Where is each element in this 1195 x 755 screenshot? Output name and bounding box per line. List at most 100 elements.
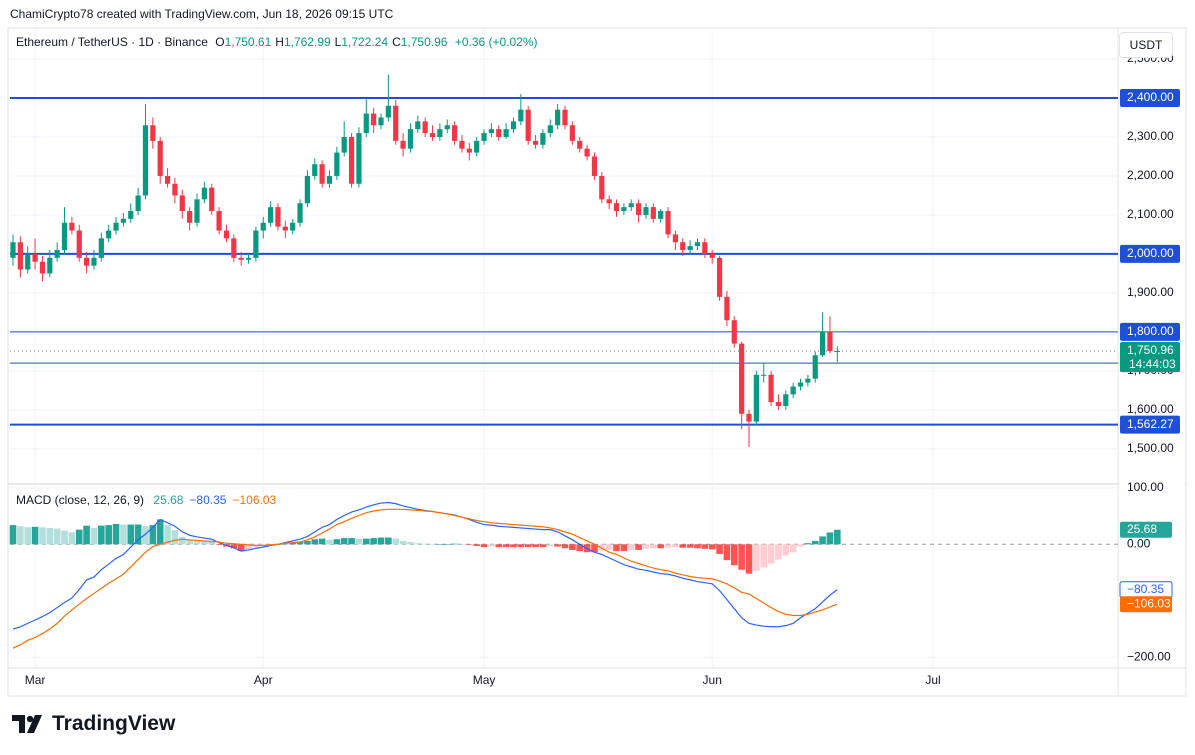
candle-body — [363, 113, 369, 134]
macd-histogram-bar — [797, 544, 804, 547]
macd-title: MACD (close, 12, 26, 9) — [16, 493, 145, 507]
candle-body — [496, 129, 502, 137]
macd-histogram-bar — [598, 544, 606, 551]
ohlc-values: O1,750.61 H1,762.99 L1,722.24 C1,750.96 — [211, 35, 447, 49]
macd-line — [12, 501, 838, 630]
candle-body — [223, 230, 230, 239]
credit: ChamiCrypto78 created with TradingView.c… — [10, 7, 394, 21]
macd-histogram-bar — [399, 540, 407, 545]
candle-body — [650, 207, 656, 219]
level-label-box — [1120, 244, 1180, 263]
macd-histogram-bar — [804, 543, 812, 545]
macd-histogram-bar — [17, 526, 24, 545]
macd-histogram-bar — [716, 544, 723, 554]
candle-body — [422, 121, 428, 134]
macd-histogram-bar — [738, 544, 745, 570]
macd-histogram-bar — [370, 538, 377, 545]
macd-value-label: −80.35 — [1127, 582, 1164, 596]
macd-histogram-bar — [208, 542, 216, 545]
y-tick-label: 100.00 — [1127, 480, 1164, 494]
symbol-title: Ethereum / TetherUS · 1D · Binance — [16, 35, 208, 49]
chart-frame — [7, 27, 1187, 697]
macd-histogram-bar — [767, 544, 775, 564]
candle-body — [724, 296, 730, 321]
candle-body — [481, 133, 487, 141]
macd-histogram-bar — [414, 543, 422, 545]
candle-body — [150, 125, 156, 141]
macd-histogram-bar — [650, 544, 657, 549]
macd-histogram-bar — [657, 544, 664, 549]
x-tick-label: Apr — [254, 673, 273, 687]
candle-body — [187, 211, 193, 223]
candle-body — [474, 140, 480, 153]
candle-body — [142, 125, 149, 196]
candle-body — [326, 175, 333, 184]
macd-histogram-bar — [443, 544, 451, 545]
candle-body — [238, 257, 244, 260]
macd-histogram-bar — [98, 525, 105, 545]
candle-body — [348, 136, 355, 184]
candle-body — [415, 121, 421, 130]
brand-logo[interactable]: TradingView — [12, 712, 175, 736]
macd-histogram-bar — [120, 524, 127, 545]
macd-histogram-bar — [524, 544, 532, 548]
ohlc-value: 1,762.99 — [283, 35, 331, 49]
currency-button[interactable]: USDT — [1119, 32, 1173, 58]
candle-body — [805, 378, 811, 383]
macd-histogram-bar — [201, 541, 208, 545]
candle-body — [253, 230, 259, 258]
candle-body — [76, 230, 82, 258]
macd-histogram-bar — [385, 537, 392, 545]
level-label: 2,400.00 — [1127, 90, 1174, 104]
candle-body — [54, 250, 60, 258]
macd-histogram-bar — [488, 544, 495, 547]
candle-body — [194, 199, 200, 223]
candle-body — [510, 121, 517, 130]
candle-body — [525, 109, 531, 141]
ohlc-key: H — [275, 35, 284, 49]
macd-histogram-bar — [723, 544, 731, 561]
candle-body — [407, 129, 414, 149]
y-tick-label: 2,100.00 — [1127, 207, 1174, 221]
candle-body — [488, 129, 494, 134]
candle-body — [400, 140, 406, 149]
macd-histogram-bar — [811, 540, 819, 545]
candle-body — [820, 331, 826, 356]
macd-histogram-bar — [642, 544, 650, 549]
macd-histogram-bar — [745, 544, 753, 574]
macd-histogram-bar — [149, 525, 157, 545]
macd-line — [12, 508, 838, 649]
macd-histogram-bar — [672, 544, 679, 548]
macd-histogram-bar — [282, 543, 289, 545]
candle-body — [569, 125, 575, 141]
x-tick-label: May — [473, 673, 496, 687]
macd-histogram-bar — [171, 530, 179, 545]
candle-body — [356, 133, 362, 184]
candle-body — [768, 374, 774, 403]
candle-body — [503, 129, 509, 137]
ohlc-key: L — [334, 35, 342, 49]
candle-body — [172, 183, 178, 196]
level-label: 1,800.00 — [1127, 324, 1174, 338]
macd-histogram-bar — [576, 544, 584, 552]
candle-body — [628, 203, 634, 208]
countdown-label: 14:44:03 — [1129, 357, 1176, 371]
macd-histogram-bar — [193, 540, 201, 545]
macd-histogram-bar — [31, 526, 39, 545]
macd-histogram-bar — [156, 519, 164, 545]
candle-body — [731, 320, 737, 344]
level-label: 2,000.00 — [1127, 246, 1174, 260]
y-tick-label: −200.00 — [1127, 649, 1171, 663]
macd-histogram-bar — [296, 541, 304, 545]
macd-histogram-bar — [39, 527, 46, 545]
brand-icon — [12, 715, 42, 733]
candle-body — [775, 402, 782, 406]
macd-histogram-bar — [532, 544, 539, 548]
candle-body — [577, 140, 583, 149]
macd-legend-value: −80.35 — [189, 493, 227, 507]
candle-body — [290, 222, 296, 231]
macd-histogram-bar — [546, 544, 554, 546]
candle-body — [245, 257, 252, 260]
x-tick-label: Mar — [25, 673, 46, 687]
macd-histogram-bar — [826, 532, 834, 545]
